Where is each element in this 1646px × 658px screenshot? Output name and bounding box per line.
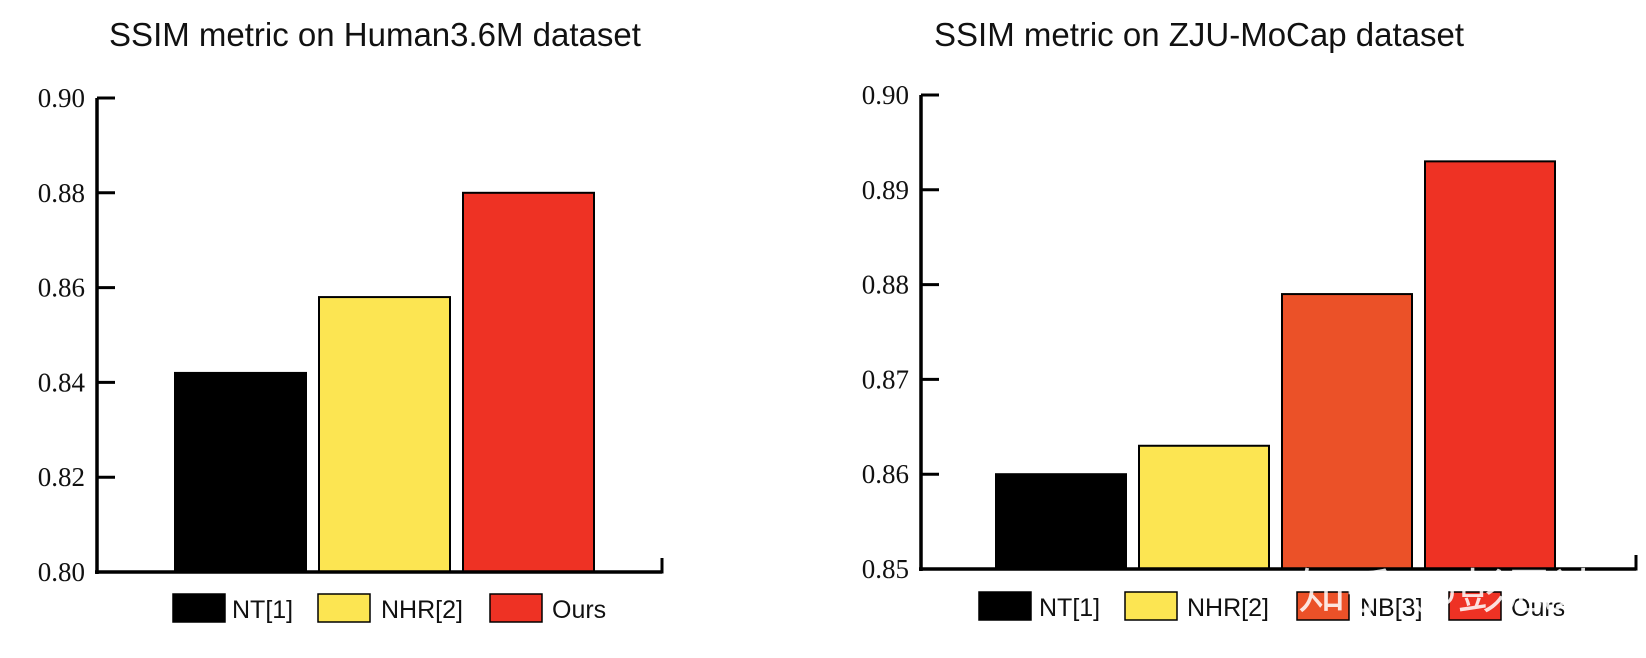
legend-label: NT[1] [1039,594,1100,622]
chart-title: SSIM metric on Human3.6M dataset [109,16,641,53]
y-tick-label: 0.89 [862,175,909,205]
bar-nt-1 [174,371,307,574]
legend-swatch [978,591,1032,621]
legend-label: NB[3] [1360,594,1423,622]
legend-label: Ours [1511,594,1565,622]
legend-swatch [172,593,226,623]
legend: NT[1] NHR[2] NB[3] Ours [978,591,1565,622]
legend-label: NHR[2] [1187,594,1269,622]
legend-label: Ours [552,596,606,624]
watermark: 知乎 @彭思达 [1298,564,1601,620]
y-tick-label: 0.88 [862,270,909,300]
chart-zju-mocap: SSIM metric on ZJU-MoCap dataset 0.850.8… [862,16,1638,622]
axes: 0.85 0.86 0.87 0.88 0.89 0.90 [862,80,1638,584]
chart-human36m: SSIM metric on Human3.6M dataset 0.800.8… [38,16,664,624]
legend-label: NHR[2] [381,596,463,624]
legend-swatch [1124,591,1178,621]
plot-area [174,191,595,574]
bar-nhr-2 [1138,444,1270,571]
legend-swatch [1296,591,1350,621]
y-tick-label: 0.80 [38,557,85,587]
y-tick-label: 0.84 [38,367,86,397]
bar-nb-3 [1281,293,1413,570]
axes: 0.80 0.82 0.84 0.86 0.88 0.90 [38,83,664,587]
bar-nt-1 [995,473,1127,571]
legend-swatch [489,593,543,623]
bar-ours [1424,160,1556,571]
y-tick-label: 0.85 [862,554,909,584]
bar-nhr-2 [318,296,451,573]
y-tick-label: 0.90 [38,83,85,113]
legend-swatch [317,593,371,623]
legend-swatch [1448,591,1502,621]
y-tick-label: 0.86 [862,459,909,489]
legend: NT[1] NHR[2] Ours [172,593,606,624]
legend-label: NT[1] [232,596,293,624]
y-tick-label: 0.87 [862,364,909,394]
chart-title: SSIM metric on ZJU-MoCap dataset [934,16,1464,53]
y-tick-label: 0.86 [38,273,85,303]
y-tick-label: 0.88 [38,178,85,208]
y-tick-label: 0.90 [862,80,909,110]
plot-area [995,160,1556,571]
bar-ours [462,191,595,574]
y-tick-label: 0.82 [38,462,85,492]
